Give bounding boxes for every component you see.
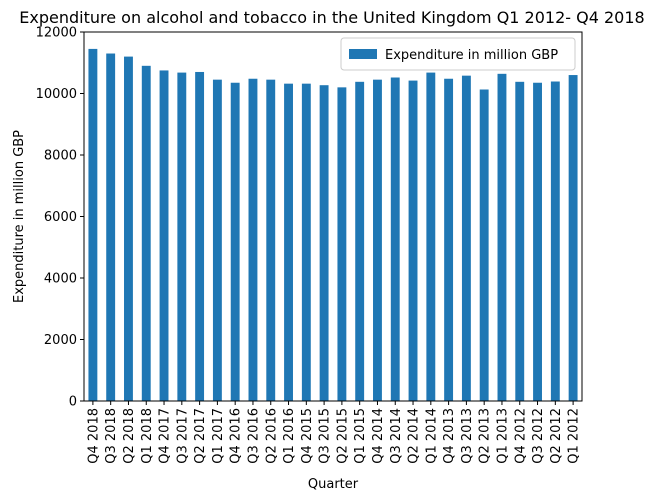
x-tick-label: Q2 2015 xyxy=(335,408,350,464)
bar-q4-2015 xyxy=(301,83,311,401)
bar-q1-2018 xyxy=(141,65,151,401)
y-tick-label: 4000 xyxy=(44,272,77,287)
x-tick-label: Q4 2017 xyxy=(158,408,173,464)
bar-q3-2014 xyxy=(390,77,400,401)
x-tick-label: Q2 2017 xyxy=(193,408,208,464)
bar-q2-2012 xyxy=(550,81,560,401)
x-tick-label: Q1 2017 xyxy=(211,408,226,464)
bar-q2-2015 xyxy=(337,87,347,401)
x-tick-label: Q1 2012 xyxy=(567,408,582,464)
bar-q3-2018 xyxy=(106,53,116,402)
legend-swatch xyxy=(349,49,377,59)
bar-q3-2017 xyxy=(177,72,187,401)
bars-group xyxy=(88,48,578,402)
bar-q1-2013 xyxy=(497,73,507,401)
bar-q2-2014 xyxy=(408,80,418,401)
x-axis-label: Quarter xyxy=(308,477,359,492)
x-tick-label: Q1 2013 xyxy=(495,408,510,464)
bar-q1-2016 xyxy=(284,83,293,401)
x-tick-label: Q1 2014 xyxy=(424,408,439,464)
bar-q3-2012 xyxy=(533,82,542,402)
bar-q3-2013 xyxy=(461,75,471,401)
bar-q4-2016 xyxy=(230,82,240,402)
x-tick-label: Q2 2013 xyxy=(478,408,493,464)
x-tick-label: Q4 2014 xyxy=(371,408,386,464)
x-tick-label: Q3 2017 xyxy=(175,408,190,464)
bar-q4-2018 xyxy=(88,48,98,401)
bar-q4-2017 xyxy=(159,70,169,401)
bar-q1-2015 xyxy=(355,81,365,401)
y-tick-label: 0 xyxy=(69,395,77,410)
bar-q2-2017 xyxy=(195,71,205,401)
x-tick-label: Q4 2013 xyxy=(442,408,457,464)
bar-q1-2014 xyxy=(426,72,436,401)
y-axis-label: Expenditure in million GBP xyxy=(12,130,27,303)
bar-q1-2017 xyxy=(212,79,222,401)
x-tick-label: Q2 2012 xyxy=(549,408,564,464)
x-tick-label: Q3 2016 xyxy=(246,408,261,464)
y-tick-label: 10000 xyxy=(36,87,77,102)
legend: Expenditure in million GBP xyxy=(340,37,576,71)
x-tick-label: Q3 2018 xyxy=(104,408,119,464)
y-tick-label: 6000 xyxy=(44,210,77,225)
legend-entry-label: Expenditure in million GBP xyxy=(385,48,558,63)
bar-q2-2016 xyxy=(266,79,276,401)
x-tick-label: Q1 2016 xyxy=(282,408,297,464)
bar-q2-2013 xyxy=(479,89,489,401)
x-tick-label: Q3 2012 xyxy=(531,408,546,464)
legend-box xyxy=(340,37,576,71)
x-tick-label: Q4 2018 xyxy=(86,408,101,464)
bar-q3-2016 xyxy=(248,78,258,402)
plot-area-frame xyxy=(83,31,583,402)
chart-title: Expenditure on alcohol and tobacco in th… xyxy=(19,8,644,27)
x-tick-label: Q2 2014 xyxy=(407,408,422,464)
y-tick-label: 8000 xyxy=(44,149,77,164)
x-tick-label: Q3 2014 xyxy=(389,408,404,464)
bar-q2-2018 xyxy=(124,56,133,401)
y-tick-label: 2000 xyxy=(44,333,77,348)
bar-q4-2012 xyxy=(515,81,525,401)
x-axis: Q4 2018 Q3 2018 Q2 2018 Q1 2018 Q4 2017 Q3 20… xyxy=(86,401,582,464)
y-tick-label: 12000 xyxy=(36,26,77,41)
x-tick-label: Q2 2018 xyxy=(122,408,137,464)
bar-q4-2014 xyxy=(373,79,382,401)
bar-q3-2015 xyxy=(319,85,329,401)
x-tick-label: Q4 2016 xyxy=(229,408,244,464)
x-tick-label: Q1 2018 xyxy=(140,408,155,464)
x-tick-label: Q3 2015 xyxy=(318,408,333,464)
x-tick-label: Q2 2016 xyxy=(264,408,279,464)
x-tick-label: Q4 2015 xyxy=(300,408,315,464)
x-tick-label: Q3 2013 xyxy=(460,408,475,464)
bar-q4-2013 xyxy=(444,78,454,402)
x-tick-label: Q1 2015 xyxy=(353,408,368,464)
bar-q1-2012 xyxy=(568,75,578,402)
x-tick-label: Q4 2012 xyxy=(513,408,528,464)
y-axis: 0 2000 4000 6000 8000 10000 12000 xyxy=(36,26,84,410)
